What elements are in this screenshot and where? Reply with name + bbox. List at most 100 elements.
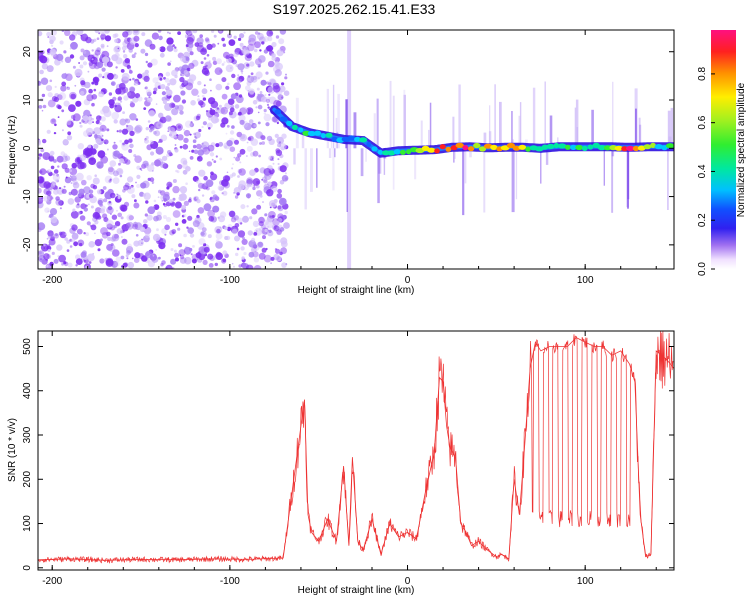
noise-dot (275, 35, 280, 39)
noise-dot (223, 61, 226, 64)
noise-dot (181, 214, 185, 218)
noise-dot (72, 65, 76, 69)
noise-dot (166, 186, 170, 190)
noise-dot (39, 55, 48, 64)
noise-dot (161, 260, 166, 265)
noise-dot (165, 85, 169, 90)
snr-y-tick-label: 500 (22, 338, 33, 355)
noise-dot (176, 134, 179, 137)
noise-dot (107, 166, 114, 173)
noise-dot (248, 251, 255, 258)
noise-dot (257, 64, 262, 68)
spectral-streak (392, 95, 395, 149)
noise-dot (61, 262, 64, 266)
noise-dot (108, 92, 113, 96)
noise-dot (226, 171, 229, 174)
noise-dot (43, 195, 50, 202)
noise-dot (218, 107, 226, 114)
noise-dot (94, 30, 100, 34)
noise-dot (267, 106, 270, 109)
ridge-blob (434, 148, 440, 154)
noise-dot (265, 220, 274, 229)
noise-dot (189, 122, 195, 128)
noise-dot (222, 250, 228, 256)
noise-dot (64, 30, 71, 36)
noise-dot (79, 55, 85, 61)
noise-dot (263, 108, 267, 113)
noise-dot (238, 111, 242, 116)
noise-dot (239, 119, 245, 125)
noise-dot (85, 204, 88, 207)
noise-dot (48, 156, 55, 162)
noise-dot (244, 53, 253, 62)
noise-dot (143, 226, 152, 235)
noise-dot (198, 169, 206, 177)
noise-dot (258, 197, 261, 200)
noise-dot (182, 169, 188, 175)
noise-dot (277, 217, 283, 223)
snr-y-tick-label: 100 (22, 515, 33, 532)
noise-dot (219, 226, 222, 229)
noise-dot (126, 221, 134, 230)
noise-dot (63, 261, 69, 267)
noise-dot (107, 205, 113, 211)
spectral-streak (591, 109, 594, 149)
snr-y-ticks: 0 100 200 300 400 500 (22, 338, 674, 571)
noise-dot (85, 148, 93, 157)
noise-dot (100, 45, 105, 49)
noise-dot (72, 179, 78, 186)
noise-dot (51, 118, 56, 123)
noise-dot (198, 238, 206, 246)
noise-dot (281, 262, 287, 268)
noise-dot (204, 37, 210, 42)
noise-dot (221, 77, 227, 83)
noise-dot (237, 217, 243, 224)
noise-dot (231, 172, 236, 177)
noise-dot (218, 30, 222, 33)
ridge-blob (325, 132, 333, 138)
noise-dot (69, 245, 73, 248)
noise-dot (129, 78, 132, 81)
noise-dot (248, 34, 257, 42)
noise-dot (163, 203, 167, 208)
noise-dot (249, 61, 255, 67)
noise-dot (240, 134, 246, 140)
noise-dot (101, 128, 104, 131)
noise-dot (239, 133, 247, 142)
noise-dot (105, 90, 108, 93)
noise-dot (269, 31, 273, 35)
noise-dot (159, 46, 166, 53)
noise-dot (120, 69, 125, 73)
noise-dot (180, 255, 185, 260)
noise-dot (110, 81, 116, 86)
noise-dot (233, 156, 236, 159)
noise-dot (121, 72, 130, 81)
noise-dot (283, 90, 290, 96)
noise-dot (162, 99, 167, 105)
noise-dot (113, 73, 116, 76)
noise-dot (256, 190, 263, 197)
noise-dot (94, 49, 101, 56)
noise-dot (267, 60, 275, 68)
noise-dot (261, 247, 267, 253)
spectral-streak (499, 101, 502, 149)
noise-dot (145, 89, 152, 95)
noise-dot (46, 190, 52, 196)
noise-dot (38, 80, 42, 86)
noise-dot (261, 141, 266, 145)
noise-dot (144, 138, 149, 144)
spectral-streak (489, 105, 491, 149)
noise-dot (276, 49, 284, 57)
noise-dot (87, 144, 92, 149)
noise-dot (259, 142, 262, 145)
spectral-streak (392, 148, 395, 190)
ridge-blob (575, 144, 583, 151)
noise-dot (265, 122, 270, 127)
noise-dot (206, 109, 214, 118)
noise-dot (104, 142, 107, 144)
noise-dot (181, 99, 187, 104)
noise-dot (39, 83, 42, 86)
noise-dot (126, 214, 134, 222)
noise-dot (241, 72, 243, 75)
noise-dot (217, 30, 224, 34)
